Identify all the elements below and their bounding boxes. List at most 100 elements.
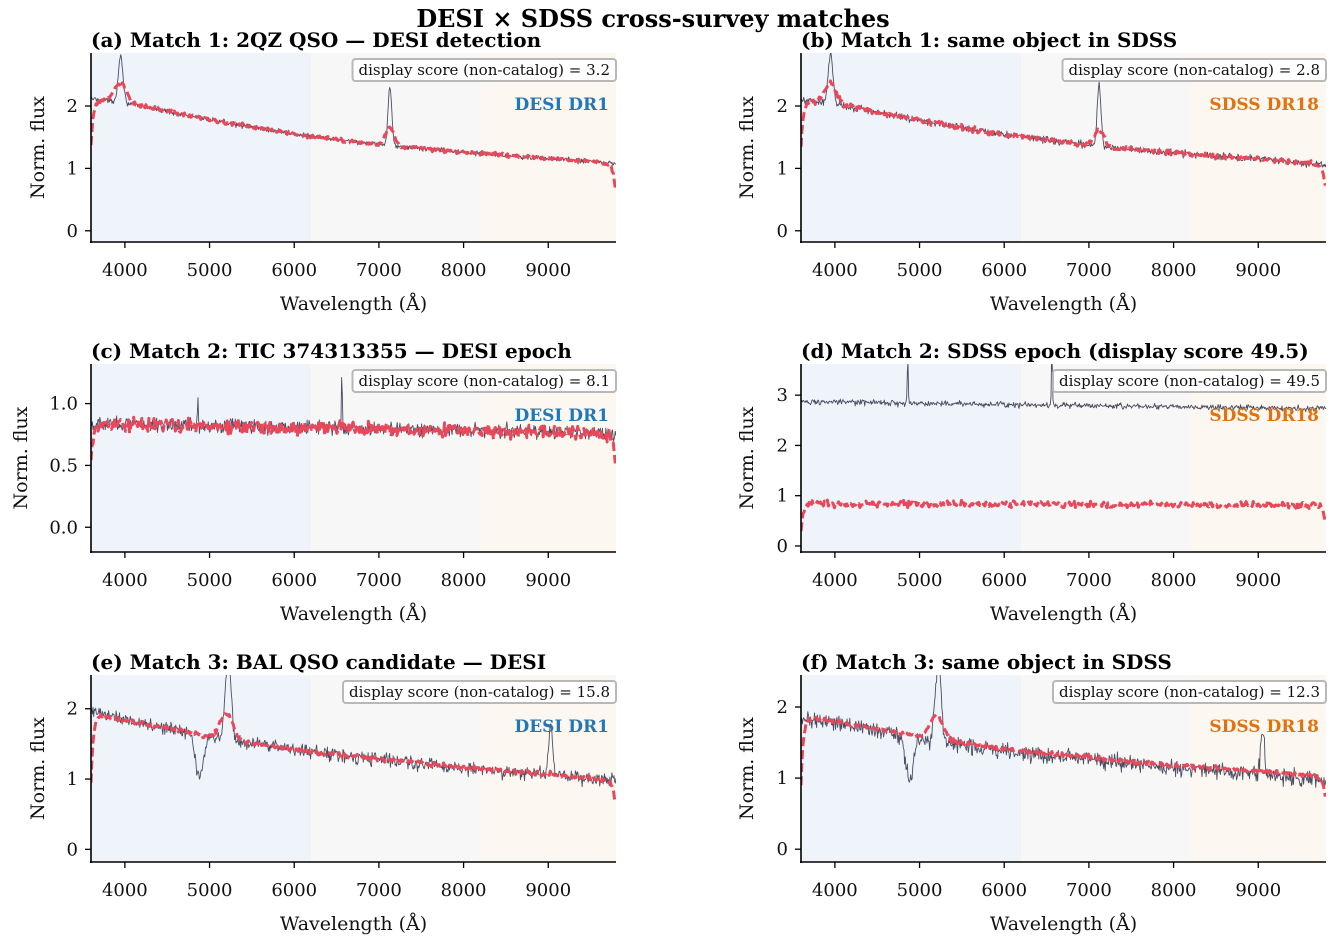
panel-d: 4000 5000 6000 7000 8000 90000123Wavelength (… — [736, 339, 1326, 625]
x-tick-label: 8000 — [1151, 880, 1197, 901]
x-tick-label: 6000 — [271, 880, 317, 901]
x-tick-label: 4000 — [812, 260, 858, 281]
panel-title: (d) Match 2: SDSS epoch (display score 4… — [801, 339, 1309, 363]
x-tick-label: 4000 — [812, 880, 858, 901]
survey-label: SDSS DR18 — [1209, 95, 1319, 115]
y-tick-label: 1 — [67, 158, 78, 179]
y-tick-label: 0 — [777, 221, 788, 242]
panel-title: (b) Match 1: same object in SDSS — [801, 28, 1177, 52]
x-tick-label: 9000 — [525, 880, 571, 901]
x-tick-label: 9000 — [1235, 260, 1281, 281]
shaded-band — [91, 364, 311, 552]
panel-title: (c) Match 2: TIC 374313355 — DESI epoch — [91, 339, 572, 363]
panel-c: 4000 5000 6000 7000 8000 9000 0.0 0.5 1.0 Wavelen… — [10, 339, 616, 625]
score-label: display score (non-catalog) = 12.3 — [1059, 683, 1320, 701]
y-tick-label: 2 — [777, 435, 788, 456]
survey-label: DESI DR1 — [514, 717, 609, 737]
x-tick-label: 5000 — [897, 260, 943, 281]
y-axis-label: Norm. flux — [736, 96, 758, 199]
x-tick-label: 7000 — [1066, 570, 1112, 591]
x-axis-label: Wavelength (Å) — [280, 913, 427, 935]
panel-b: 4000 5000 6000 7000 8000 9000012Wavelength (Å… — [736, 28, 1326, 315]
shaded-band — [91, 53, 311, 242]
x-tick-label: 9000 — [1235, 880, 1281, 901]
score-box: display score (non-catalog) = 3.2 — [353, 59, 616, 81]
shaded-band — [801, 364, 1021, 552]
y-axis-label: Norm. flux — [736, 717, 758, 820]
x-tick-label: 6000 — [271, 260, 317, 281]
y-axis-label: Norm. flux — [27, 96, 49, 199]
x-tick-label: 5000 — [187, 570, 233, 591]
x-tick-label: 4000 — [812, 570, 858, 591]
x-tick-label: 4000 — [102, 880, 148, 901]
score-label: display score (non-catalog) = 2.8 — [1069, 61, 1320, 79]
y-axis-label: Norm. flux — [27, 717, 49, 820]
x-axis-label: Wavelength (Å) — [990, 603, 1137, 625]
y-axis-label: Norm. flux — [736, 406, 758, 509]
y-tick-label: 0 — [67, 839, 78, 860]
panel-title: (f) Match 3: same object in SDSS — [801, 650, 1172, 674]
y-axis-label: Norm. flux — [10, 406, 32, 509]
x-tick-label: 7000 — [356, 570, 402, 591]
x-tick-label: 6000 — [271, 570, 317, 591]
x-axis-label: Wavelength (Å) — [280, 293, 427, 315]
score-label: display score (non-catalog) = 3.2 — [359, 61, 610, 79]
score-box: display score (non-catalog) = 15.8 — [343, 681, 616, 703]
x-tick-label: 5000 — [897, 880, 943, 901]
score-box: display score (non-catalog) = 2.8 — [1063, 59, 1326, 81]
shaded-band — [91, 675, 311, 862]
survey-label: DESI DR1 — [514, 406, 609, 426]
x-tick-label: 8000 — [1151, 260, 1197, 281]
x-axis-label: Wavelength (Å) — [990, 913, 1137, 935]
panel-title: (e) Match 3: BAL QSO candidate — DESI — [91, 650, 546, 674]
x-tick-label: 8000 — [441, 570, 487, 591]
y-tick-label: 1 — [777, 768, 788, 789]
y-tick-label: 2 — [67, 96, 78, 117]
score-label: display score (non-catalog) = 49.5 — [1059, 372, 1320, 390]
y-tick-label: 0 — [777, 839, 788, 860]
y-tick-label: 0.5 — [49, 455, 78, 476]
y-tick-label: 1.0 — [49, 394, 78, 415]
panel-f: 4000 5000 6000 7000 8000 9000 0 1 2 Wavelength (Å… — [736, 650, 1326, 935]
survey-label: SDSS DR18 — [1209, 406, 1319, 426]
survey-label: SDSS DR18 — [1209, 717, 1319, 737]
x-tick-label: 6000 — [981, 570, 1027, 591]
x-tick-label: 7000 — [356, 880, 402, 901]
y-tick-label: 0.0 — [49, 517, 78, 538]
x-tick-label: 5000 — [897, 570, 943, 591]
score-box: display score (non-catalog) = 49.5 — [1053, 370, 1326, 392]
x-tick-label: 5000 — [187, 880, 233, 901]
x-tick-label: 8000 — [1151, 570, 1197, 591]
score-label: display score (non-catalog) = 8.1 — [359, 372, 610, 390]
score-box: display score (non-catalog) = 12.3 — [1053, 681, 1326, 703]
y-tick-label: 2 — [67, 699, 78, 720]
x-tick-label: 4000 — [102, 260, 148, 281]
score-label: display score (non-catalog) = 15.8 — [349, 683, 610, 701]
x-axis-label: Wavelength (Å) — [280, 603, 427, 625]
x-tick-label: 7000 — [356, 260, 402, 281]
x-tick-label: 9000 — [1235, 570, 1281, 591]
panel-e: 4000 5000 6000 7000 8000 9000 0 1 2 Wavelength (Å… — [27, 650, 616, 935]
y-tick-label: 1 — [777, 486, 788, 507]
x-tick-label: 9000 — [525, 260, 571, 281]
y-tick-label: 1 — [67, 769, 78, 790]
x-tick-label: 6000 — [981, 880, 1027, 901]
y-tick-label: 2 — [777, 96, 788, 117]
survey-label: DESI DR1 — [514, 95, 609, 115]
x-axis-label: Wavelength (Å) — [990, 293, 1137, 315]
score-box: display score (non-catalog) = 8.1 — [353, 370, 616, 392]
panel-title: (a) Match 1: 2QZ QSO — DESI detection — [91, 28, 542, 52]
panel-a: 4000 5000 6000 7000 8000 9000 0 1 2 Wavelength (Å… — [27, 28, 616, 315]
y-tick-label: 0 — [67, 221, 78, 242]
x-tick-label: 4000 — [102, 570, 148, 591]
x-tick-label: 5000 — [187, 260, 233, 281]
x-tick-label: 6000 — [981, 260, 1027, 281]
y-tick-label: 2 — [777, 697, 788, 718]
shaded-band — [801, 675, 1021, 862]
x-tick-label: 8000 — [441, 260, 487, 281]
x-tick-label: 8000 — [441, 880, 487, 901]
x-tick-label: 7000 — [1066, 880, 1112, 901]
x-tick-label: 9000 — [525, 570, 571, 591]
y-tick-label: 1 — [777, 158, 788, 179]
